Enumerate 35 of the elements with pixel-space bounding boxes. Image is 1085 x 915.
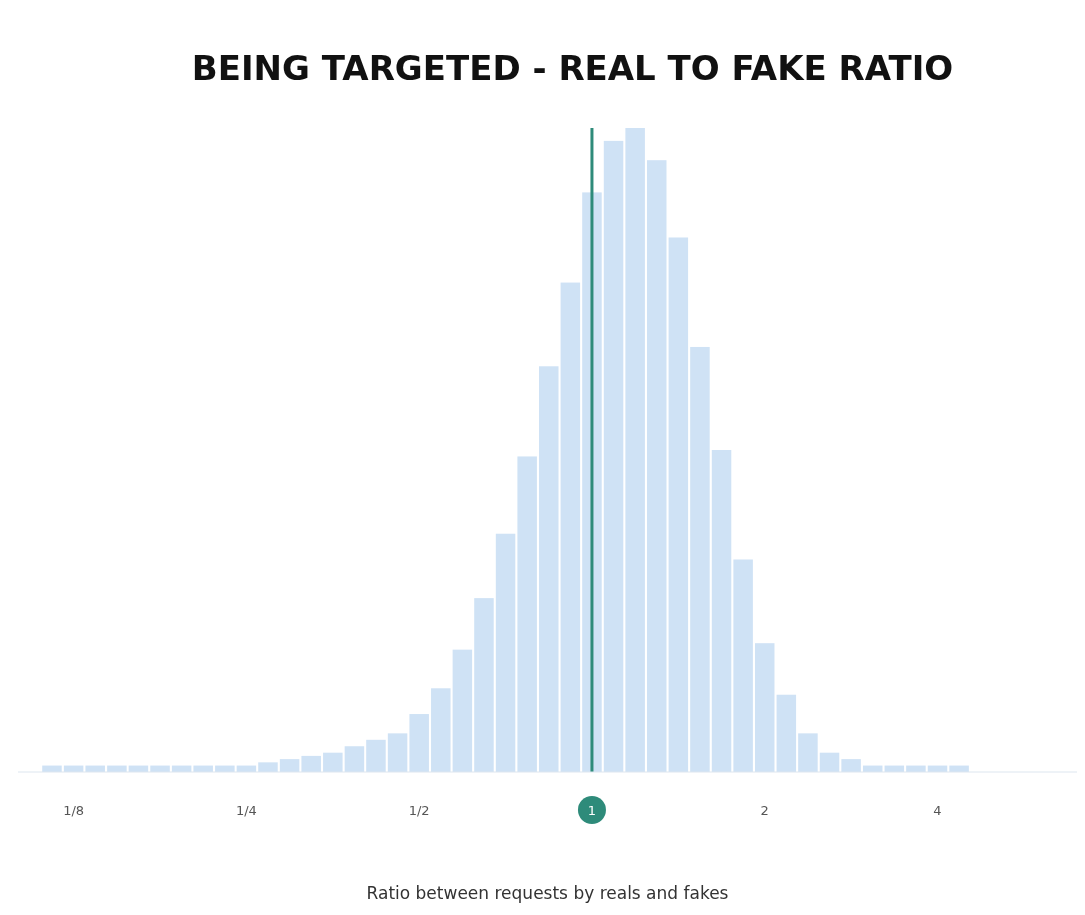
bar bbox=[776, 694, 797, 772]
x-tick-label: 1/2 bbox=[408, 803, 430, 818]
x-tick-label: 4 bbox=[933, 803, 942, 818]
bar bbox=[690, 346, 710, 772]
bar bbox=[387, 733, 408, 772]
bar bbox=[560, 282, 581, 772]
bar bbox=[344, 746, 365, 772]
bar bbox=[625, 128, 645, 772]
bar bbox=[754, 643, 775, 772]
x-tick-label: 1 bbox=[587, 803, 597, 818]
bar bbox=[711, 450, 732, 772]
bar bbox=[733, 559, 753, 772]
bar bbox=[366, 739, 386, 772]
chart-title: BEING TARGETED - REAL TO FAKE RATIO bbox=[190, 48, 955, 88]
bar bbox=[517, 456, 537, 772]
bar bbox=[668, 237, 689, 772]
x-axis-title: Ratio between requests by reals and fakes bbox=[366, 883, 729, 903]
bar bbox=[819, 752, 840, 772]
bar bbox=[539, 366, 559, 772]
bar bbox=[495, 533, 516, 772]
bar bbox=[646, 160, 667, 772]
x-tick-label: 1/4 bbox=[235, 803, 257, 818]
x-tick-label: 1/8 bbox=[63, 803, 85, 818]
bar bbox=[323, 752, 343, 772]
bar bbox=[409, 714, 429, 772]
bar bbox=[452, 649, 473, 772]
bar bbox=[301, 755, 321, 772]
bar bbox=[258, 762, 278, 772]
x-tick-label: 2 bbox=[760, 803, 769, 818]
bar bbox=[603, 140, 624, 772]
bar bbox=[279, 759, 300, 772]
bar bbox=[431, 688, 451, 772]
bar bbox=[798, 733, 818, 772]
bar bbox=[841, 759, 861, 772]
bar bbox=[474, 598, 494, 772]
